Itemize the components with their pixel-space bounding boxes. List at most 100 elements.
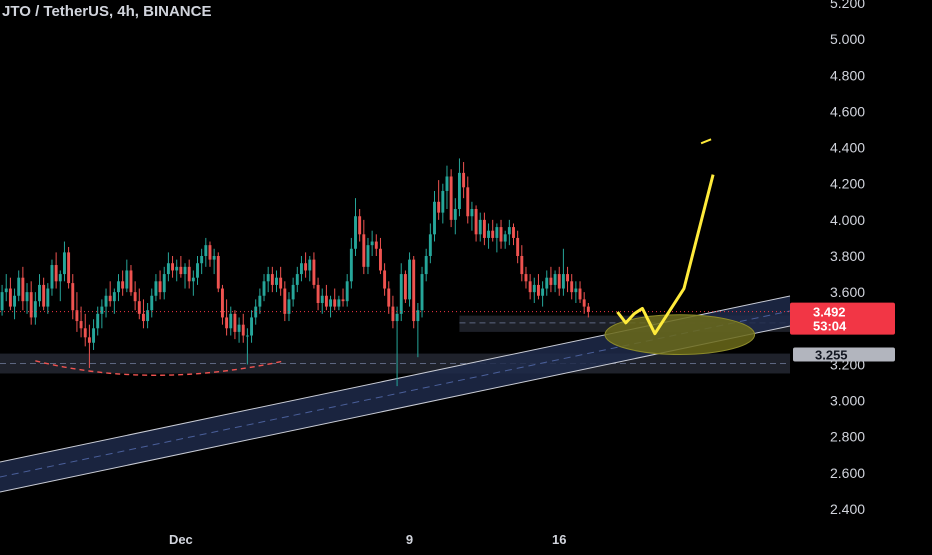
candle[interactable]	[13, 288, 17, 320]
candle[interactable]	[29, 281, 33, 325]
candle[interactable]	[545, 270, 549, 296]
candle[interactable]	[370, 230, 374, 256]
candle[interactable]	[524, 266, 528, 289]
candle[interactable]	[358, 209, 362, 242]
candle[interactable]	[196, 256, 199, 285]
candle[interactable]	[133, 281, 137, 311]
candles-layer[interactable]	[0, 158, 590, 387]
candle[interactable]	[316, 277, 320, 311]
candle[interactable]	[570, 274, 574, 300]
candle[interactable]	[92, 319, 96, 350]
candle[interactable]	[125, 259, 129, 293]
candle[interactable]	[491, 219, 495, 242]
candle[interactable]	[262, 274, 266, 302]
candle[interactable]	[104, 288, 108, 318]
candle[interactable]	[462, 162, 466, 199]
candle[interactable]	[141, 299, 145, 329]
candle[interactable]	[229, 306, 233, 336]
candle[interactable]	[312, 252, 316, 289]
candle[interactable]	[54, 252, 58, 289]
candle[interactable]	[324, 284, 328, 311]
candle[interactable]	[374, 234, 378, 256]
candle[interactable]	[507, 219, 511, 246]
candle[interactable]	[171, 256, 175, 278]
candle[interactable]	[183, 263, 187, 289]
candle[interactable]	[457, 158, 461, 217]
candle[interactable]	[8, 277, 12, 311]
candle[interactable]	[441, 183, 445, 224]
candle[interactable]	[241, 313, 245, 343]
candle[interactable]	[212, 248, 216, 275]
candle[interactable]	[299, 256, 303, 282]
candle[interactable]	[474, 205, 478, 242]
candle[interactable]	[582, 292, 586, 314]
candle[interactable]	[245, 328, 249, 365]
candle[interactable]	[121, 270, 125, 296]
candle[interactable]	[383, 263, 387, 296]
candle[interactable]	[499, 219, 503, 249]
candle[interactable]	[96, 306, 100, 336]
candle[interactable]	[512, 223, 515, 246]
candle[interactable]	[38, 274, 41, 307]
candle[interactable]	[79, 306, 83, 338]
candle[interactable]	[395, 306, 399, 387]
candle[interactable]	[233, 310, 237, 340]
candle[interactable]	[304, 252, 308, 278]
candle[interactable]	[258, 288, 262, 314]
candle[interactable]	[62, 241, 66, 282]
candle[interactable]	[416, 302, 420, 358]
candle[interactable]	[208, 241, 212, 267]
candle[interactable]	[100, 299, 104, 329]
candle[interactable]	[150, 288, 154, 318]
candle[interactable]	[266, 266, 270, 293]
candle[interactable]	[46, 283, 50, 314]
candle[interactable]	[387, 281, 391, 314]
candle[interactable]	[42, 277, 46, 311]
candle[interactable]	[287, 292, 291, 322]
candle[interactable]	[528, 274, 532, 300]
candle[interactable]	[408, 252, 412, 307]
candle[interactable]	[574, 281, 578, 303]
candle[interactable]	[237, 317, 241, 343]
candle[interactable]	[520, 245, 524, 282]
candle[interactable]	[516, 230, 520, 264]
candle[interactable]	[225, 299, 229, 336]
candle[interactable]	[470, 201, 474, 231]
candle[interactable]	[329, 295, 333, 318]
candle[interactable]	[566, 266, 570, 293]
candle[interactable]	[166, 252, 170, 282]
candle[interactable]	[561, 248, 565, 296]
candle[interactable]	[117, 274, 120, 302]
candle[interactable]	[337, 295, 341, 311]
candle[interactable]	[541, 281, 545, 307]
candle[interactable]	[428, 223, 432, 264]
candle[interactable]	[275, 270, 278, 293]
candle[interactable]	[482, 212, 486, 246]
candle[interactable]	[108, 281, 112, 307]
candle[interactable]	[220, 284, 224, 325]
candle[interactable]	[179, 256, 183, 278]
candle[interactable]	[449, 169, 453, 228]
candle[interactable]	[87, 324, 91, 369]
candle[interactable]	[412, 256, 416, 329]
candle[interactable]	[478, 212, 482, 242]
candle[interactable]	[333, 288, 337, 311]
candle[interactable]	[399, 263, 403, 322]
candle[interactable]	[532, 277, 536, 303]
candle[interactable]	[586, 302, 590, 318]
candle[interactable]	[112, 288, 116, 314]
candle[interactable]	[67, 246, 71, 289]
candle[interactable]	[216, 252, 220, 293]
candle[interactable]	[536, 274, 540, 300]
candle[interactable]	[204, 237, 208, 267]
candle[interactable]	[420, 266, 424, 318]
candle[interactable]	[341, 288, 345, 307]
candle[interactable]	[557, 266, 561, 296]
candle[interactable]	[200, 248, 204, 275]
candle[interactable]	[162, 266, 166, 300]
candle[interactable]	[21, 266, 25, 311]
candle[interactable]	[279, 266, 283, 296]
candle[interactable]	[129, 265, 133, 296]
candle[interactable]	[578, 281, 582, 303]
candle[interactable]	[25, 283, 29, 314]
